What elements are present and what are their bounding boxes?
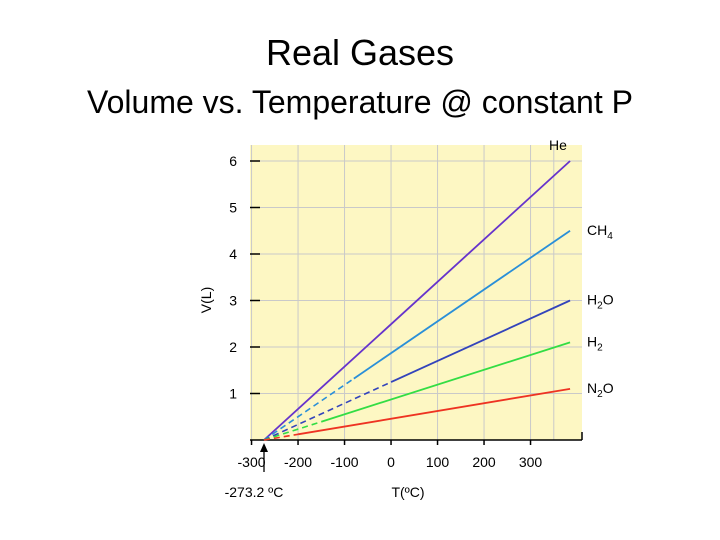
series-line xyxy=(353,230,571,380)
series-line xyxy=(321,341,571,423)
series-line xyxy=(297,387,571,436)
series-line-dashed xyxy=(263,433,299,441)
y-tick-label: 6 xyxy=(229,153,237,169)
y-tick-label: 4 xyxy=(229,246,237,262)
series-lines xyxy=(263,160,571,441)
slide-title: Real Gases xyxy=(265,32,455,73)
x-tick-label: 100 xyxy=(426,454,450,470)
y-tick-label: 2 xyxy=(229,339,237,355)
labels: -300 -200 -100 0 100 200 300 1 2 3 4 5 6 He CH4 H2O H2 N2… xyxy=(198,137,614,500)
series-line xyxy=(263,160,571,441)
series-label: N2O xyxy=(587,380,614,400)
x-tick-label: -200 xyxy=(284,454,312,470)
y-tick-label: 3 xyxy=(229,293,237,309)
axes xyxy=(250,160,583,472)
annotation-label: -273.2 ºC xyxy=(225,484,284,500)
x-tick-label: 300 xyxy=(519,454,543,470)
y-axis-label: V(L) xyxy=(198,287,214,313)
x-axis-label: T(ºC) xyxy=(391,484,424,500)
x-tick-label: -300 xyxy=(238,454,266,470)
series-line-dashed xyxy=(263,381,392,441)
series-line-dashed xyxy=(263,377,355,441)
x-tick-label: -100 xyxy=(331,454,359,470)
series-label: He xyxy=(549,137,567,153)
series-label: H2O xyxy=(587,292,614,312)
series-label: H2 xyxy=(587,333,603,353)
grid xyxy=(250,145,582,440)
slide-subtitle: Volume vs. Temperature @ constant P xyxy=(87,84,633,120)
y-tick-label: 5 xyxy=(229,200,237,216)
series-label: CH4 xyxy=(587,222,613,242)
annotation-arrow-head xyxy=(260,443,268,452)
y-tick-label: 1 xyxy=(229,386,237,402)
series-line-dashed xyxy=(263,420,322,441)
x-tick-label: 0 xyxy=(387,454,395,470)
series-line xyxy=(390,299,571,383)
x-tick-label: 200 xyxy=(472,454,496,470)
